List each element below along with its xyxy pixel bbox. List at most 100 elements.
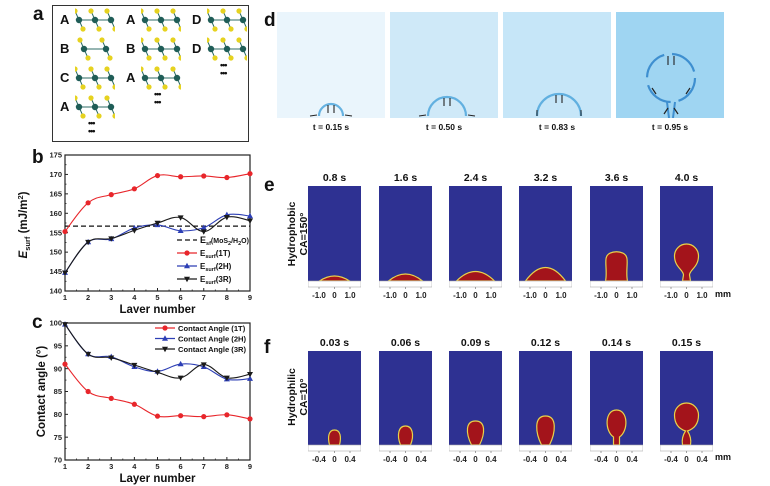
metal-atom (141, 74, 149, 82)
x-tick-label: 5 (155, 462, 159, 471)
data-point (177, 215, 184, 221)
y-tick-label: 165 (49, 189, 62, 198)
substrate (519, 444, 572, 452)
x-tick-label: 0 (684, 291, 689, 300)
y-tick-label: 160 (49, 209, 62, 218)
panel-label-b: b (32, 147, 44, 168)
sulfur-atom (75, 66, 78, 72)
legend-label-part: (MoS (211, 238, 228, 245)
data-point (200, 224, 207, 230)
data-point (62, 322, 68, 328)
mos2-layer-icon (207, 8, 247, 32)
unit-label-e: mm (715, 289, 732, 299)
y-axis-label-unit: (mJ/m (18, 200, 30, 237)
data-point (247, 375, 253, 381)
x-tick-label: 0 (543, 455, 548, 464)
substrate (660, 280, 713, 288)
y-tick-label: 150 (49, 248, 62, 257)
sulfur-atom (236, 37, 242, 43)
x-tick-label: 1.0 (344, 291, 356, 300)
sulfur-atom (146, 55, 152, 61)
fluid-field (449, 186, 502, 281)
panel-label-a: a (33, 4, 44, 25)
x-tick-label: -0.4 (523, 455, 537, 464)
sulfur-atom (85, 55, 91, 61)
sulfur-atom (154, 37, 160, 43)
frame-time-label: 0.14 s (601, 337, 632, 349)
data-point (177, 227, 184, 233)
data-point (178, 174, 184, 180)
x-tick-label: -1.0 (453, 291, 467, 300)
stacking-letter: A (126, 70, 136, 85)
metal-atom (239, 16, 247, 24)
x-tick-label: 0.4 (485, 455, 497, 464)
ellipsis-icon: ••• (220, 60, 228, 70)
data-point (162, 335, 168, 341)
panel-label-c: c (32, 312, 43, 333)
stacking-letter: A (60, 12, 70, 27)
metal-atom (75, 74, 83, 82)
mos2-layer-icon (75, 95, 115, 119)
frame-time-label: 0.8 s (322, 172, 347, 184)
data-point (247, 212, 253, 219)
legend-label-main: E (200, 275, 206, 284)
y-tick-label: 170 (49, 170, 62, 179)
sulfur-atom (96, 84, 102, 90)
droplet-shape (673, 243, 700, 282)
legend-label-part: O) (241, 238, 249, 245)
x-tick-label: 6 (179, 293, 183, 302)
sulfur-atom (162, 84, 168, 90)
x-tick-label: 2 (86, 293, 90, 302)
substrate (308, 280, 361, 288)
mos2-layer-icon (141, 66, 181, 90)
sulfur-atom (112, 84, 115, 90)
droplet-frame: -0.4 0 0.4 (590, 351, 643, 464)
stacking-letter: C (60, 70, 70, 85)
y-axis-label-sub: surf (23, 236, 32, 251)
sulfur-atom (104, 95, 110, 101)
x-axis-label: Layer number (119, 473, 196, 485)
sulfur-atom (75, 95, 78, 101)
sulfur-atom (212, 55, 218, 61)
frame-time-label: 0.09 s (460, 337, 491, 349)
sulfur-atom (170, 37, 176, 43)
legend-label-reference: Esf(MoS2/H2O) (200, 235, 249, 247)
legend-label-part: sf (206, 241, 211, 247)
metal-atom (173, 45, 181, 53)
y-tick-label: 145 (49, 267, 62, 276)
legend-label-sub: surf (205, 267, 216, 273)
snapshot-caption: t = 0.50 s (425, 122, 463, 132)
sulfur-atom (80, 113, 86, 119)
x-tick-label: 0 (684, 455, 689, 464)
legend-label: Esurf(3R) (200, 275, 232, 286)
x-tick-label: 1.0 (555, 291, 567, 300)
x-tick-label: -0.4 (453, 455, 467, 464)
data-point (131, 401, 137, 407)
metal-atom (173, 74, 181, 82)
x-tick-label: 7 (202, 293, 206, 302)
snapshot-drawing (645, 52, 697, 119)
legend-label: Contact Angle (2H) (178, 335, 247, 344)
data-point (247, 371, 253, 378)
arrow-icon (673, 107, 679, 115)
droplet-shape (466, 420, 485, 446)
sulfur-atom (104, 8, 110, 14)
metal-atom (91, 74, 99, 82)
x-tick-label: -1.0 (312, 291, 326, 300)
fluid-field (519, 186, 572, 281)
y-tick-label: 70 (54, 456, 62, 465)
data-point (108, 192, 114, 198)
substrate (379, 280, 432, 288)
sulfur-atom (80, 26, 86, 32)
snapshot-drawing (418, 95, 476, 117)
metal-atom (157, 16, 165, 24)
data-point (201, 173, 207, 179)
data-point (247, 171, 253, 177)
row-label-hydrophilic: Hydrophilic CA=10° (286, 357, 310, 437)
metal-atom (75, 16, 83, 24)
data-point (85, 351, 92, 358)
x-tick-label: -0.4 (312, 455, 326, 464)
data-point (154, 413, 161, 419)
sulfur-atom (170, 8, 176, 14)
x-tick-label: -1.0 (383, 291, 397, 300)
